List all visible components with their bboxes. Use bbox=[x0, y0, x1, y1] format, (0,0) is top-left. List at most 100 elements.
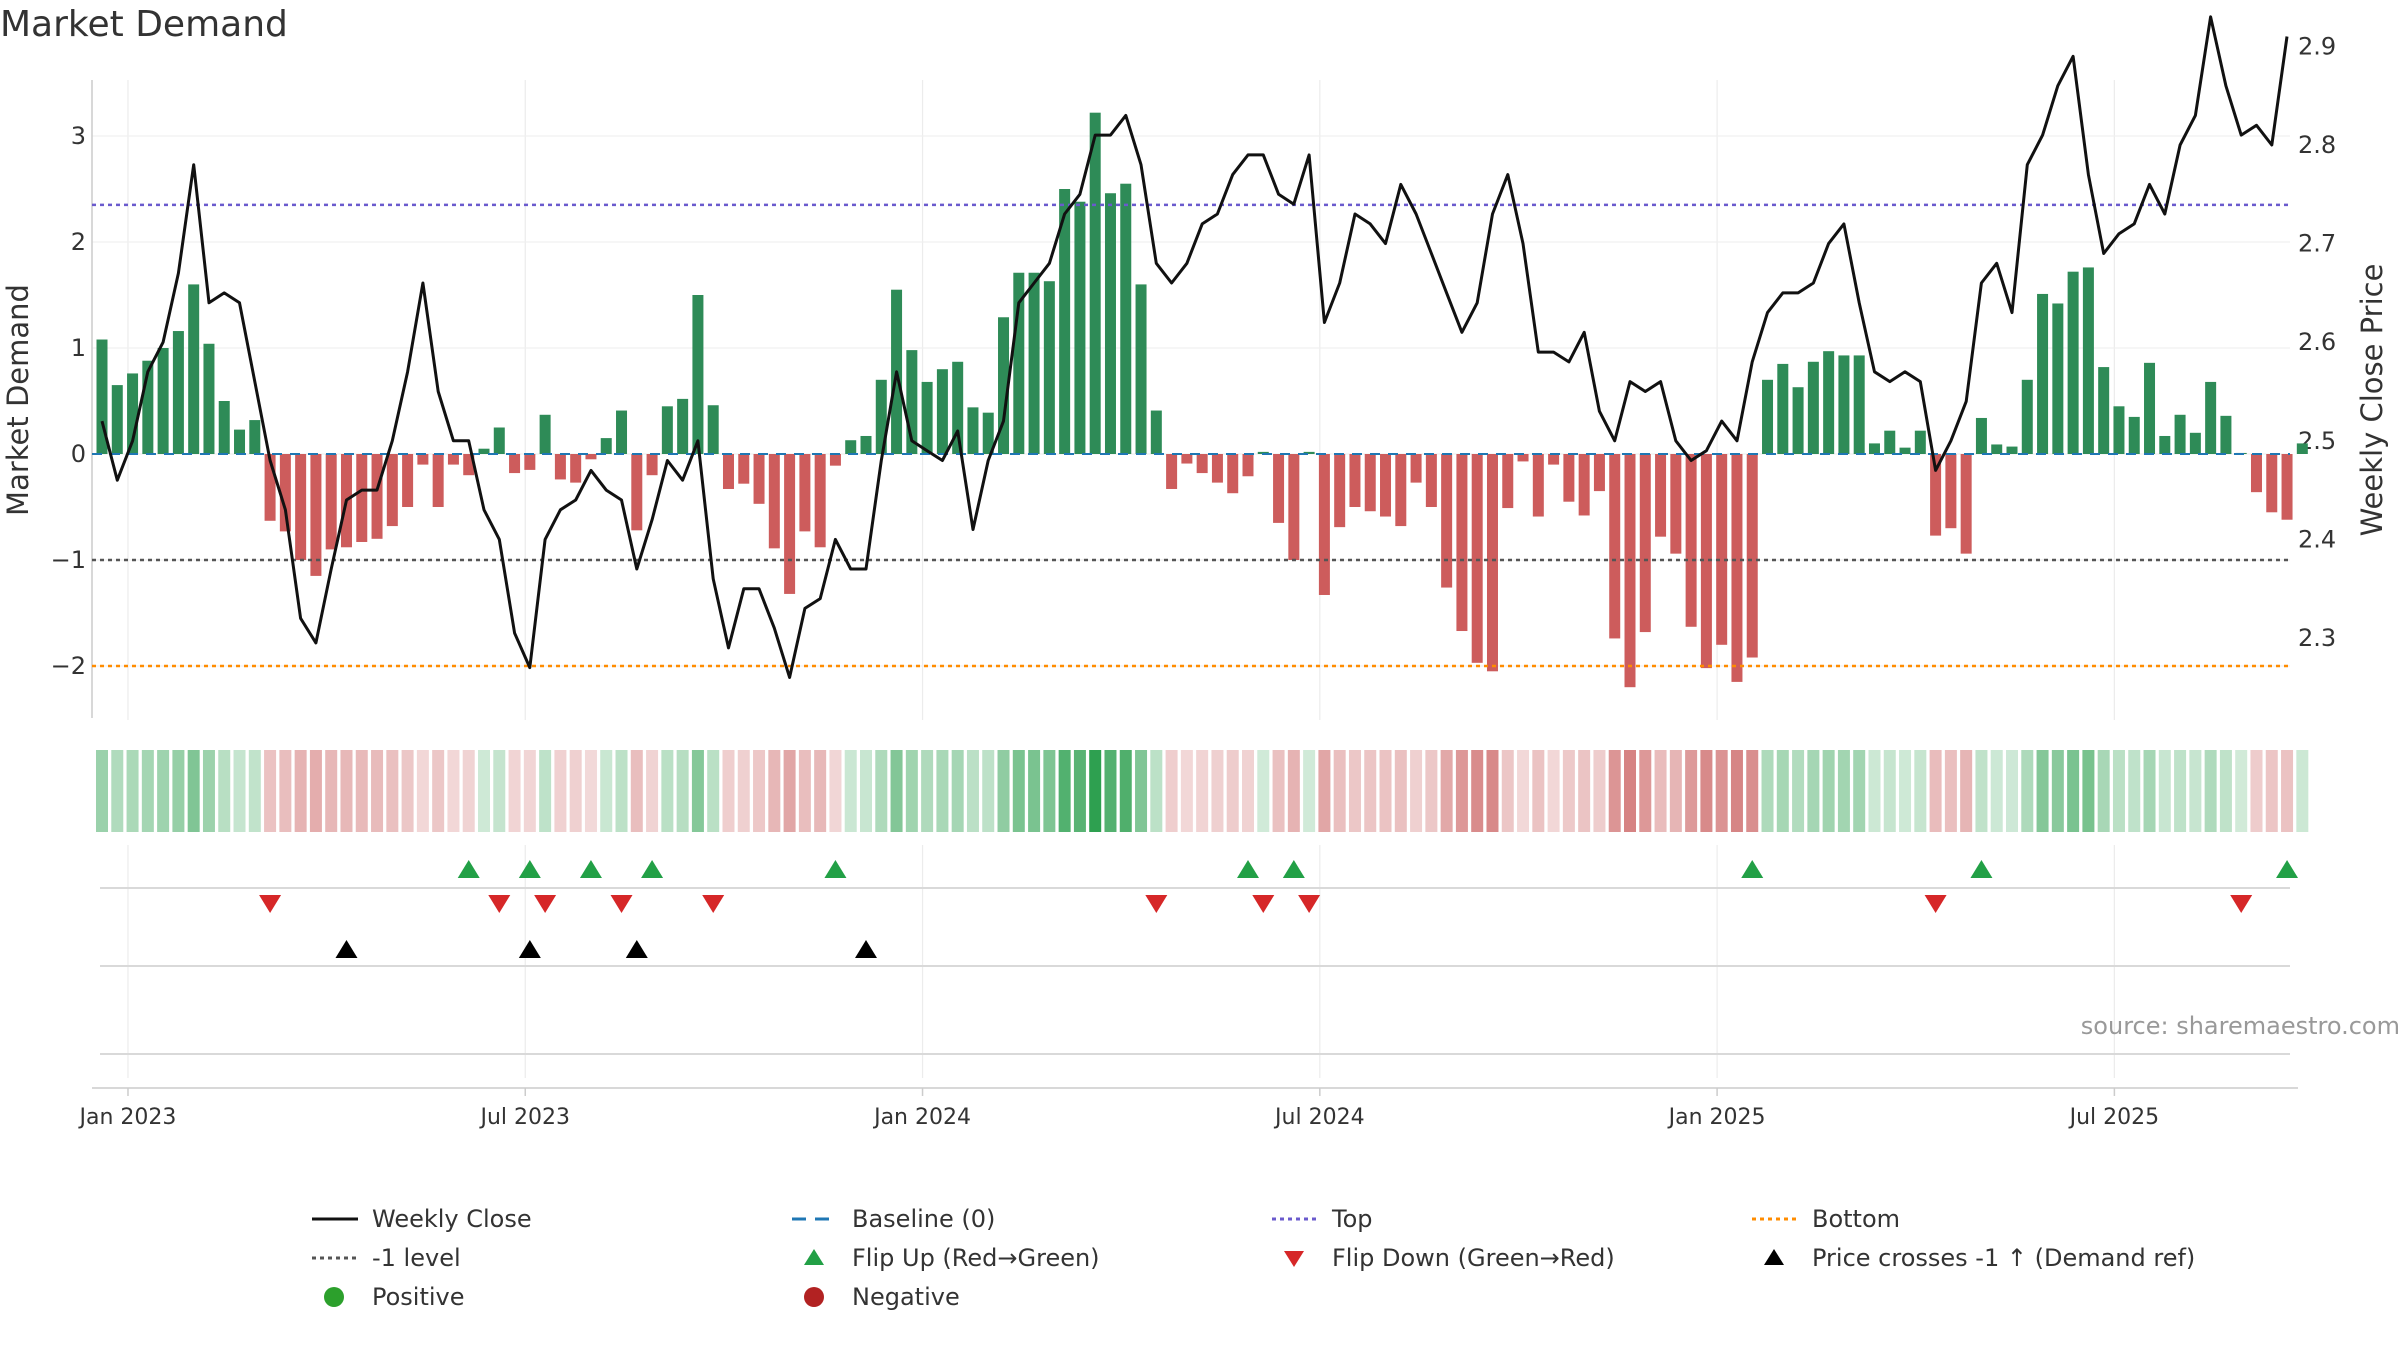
heat-strip-cell bbox=[447, 750, 460, 832]
demand-bar-negative bbox=[1410, 454, 1422, 483]
heat-strip-cell bbox=[2036, 750, 2049, 832]
demand-bar-positive bbox=[1792, 387, 1804, 454]
heat-strip-cell bbox=[141, 750, 154, 832]
demand-bar-positive bbox=[172, 331, 184, 454]
heat-strip-cell bbox=[1150, 750, 1163, 832]
source-credit: source: sharemaestro.com bbox=[2080, 1012, 2400, 1040]
demand-bar-negative bbox=[1624, 454, 1636, 688]
heat-strip-cell bbox=[2067, 750, 2080, 832]
demand-bar-positive bbox=[493, 427, 505, 454]
heat-strip-cell bbox=[630, 750, 643, 832]
legend-symbol bbox=[804, 1249, 824, 1265]
demand-bar-negative bbox=[1639, 454, 1651, 633]
legend-label: Bottom bbox=[1812, 1205, 1901, 1233]
legend-swatch-weekly_close bbox=[312, 1217, 358, 1221]
demand-bar-positive bbox=[860, 435, 872, 454]
demand-bar-negative bbox=[2250, 454, 2262, 493]
demand-bar-positive bbox=[2052, 303, 2064, 454]
demand-bar-positive bbox=[478, 448, 490, 454]
demand-bar-positive bbox=[1853, 355, 1865, 454]
legend-item-negative: Negative bbox=[780, 1282, 960, 1312]
demand-bar-positive bbox=[982, 412, 994, 454]
demand-bar-positive bbox=[1914, 430, 1926, 454]
y2-tick-label: 2.7 bbox=[2298, 230, 2336, 258]
demand-bar-positive bbox=[1089, 112, 1101, 455]
heat-strip-cell bbox=[371, 750, 384, 832]
legend-label: Flip Up (Red→Green) bbox=[852, 1244, 1100, 1272]
heat-strip-cell bbox=[676, 750, 689, 832]
heat-strip-cell bbox=[1746, 750, 1759, 832]
demand-bar-positive bbox=[707, 405, 719, 454]
heat-strip-cell bbox=[2006, 750, 2018, 832]
heat-strip-cell bbox=[1578, 750, 1591, 832]
heat-strip-cell bbox=[1715, 750, 1728, 832]
heat-strip-cell bbox=[2112, 750, 2125, 832]
y-tick-label: 3 bbox=[71, 122, 86, 150]
legend-item-flip_down: Flip Down (Green→Red) bbox=[1260, 1243, 1615, 1273]
heat-strip-cell bbox=[1394, 750, 1407, 832]
y-tick-label: 2 bbox=[71, 228, 86, 256]
demand-bar-positive bbox=[2082, 267, 2094, 454]
legend-label: -1 level bbox=[372, 1244, 461, 1272]
heat-strip-cell bbox=[1012, 750, 1025, 832]
demand-bar-negative bbox=[264, 454, 276, 521]
demand-bar-positive bbox=[1777, 363, 1789, 454]
demand-bar-positive bbox=[2067, 271, 2079, 454]
demand-bar-negative bbox=[1960, 454, 1972, 554]
heat-strip-cell bbox=[2143, 750, 2156, 832]
x-tick-label: Jan 2023 bbox=[78, 1105, 177, 1130]
heat-strip-cell bbox=[2204, 750, 2217, 832]
demand-bar-negative bbox=[1471, 454, 1483, 663]
demand-bar-negative bbox=[1517, 454, 1529, 462]
demand-bar-positive bbox=[1013, 272, 1025, 454]
demand-bar-negative bbox=[1242, 454, 1254, 477]
demand-bar-positive bbox=[1838, 355, 1850, 454]
heat-strip-cell bbox=[1593, 750, 1606, 832]
demand-bar-negative bbox=[1563, 454, 1575, 502]
y2-tick-label: 2.4 bbox=[2298, 525, 2336, 553]
demand-bar-negative bbox=[2281, 454, 2293, 520]
heat-strip-cell bbox=[432, 750, 445, 832]
heat-strip-cell bbox=[1730, 750, 1743, 832]
heat-strip-cell bbox=[233, 750, 246, 832]
demand-bar-negative bbox=[1655, 454, 1667, 537]
demand-bar-positive bbox=[1884, 430, 1896, 454]
heat-strip-cell bbox=[2174, 750, 2187, 832]
demand-bar-negative bbox=[722, 454, 734, 489]
demand-bar-negative bbox=[1181, 454, 1193, 464]
legend-swatch-flip_up bbox=[804, 1249, 824, 1265]
demand-bar-positive bbox=[2220, 415, 2232, 454]
heat-strip-cell bbox=[1761, 750, 1774, 832]
demand-bar-positive bbox=[1868, 443, 1880, 454]
y-tick-label: −1 bbox=[51, 546, 86, 574]
heat-strip-cell bbox=[1379, 750, 1392, 832]
heat-strip-cell bbox=[1089, 750, 1102, 832]
y2-tick-label: 2.9 bbox=[2298, 32, 2336, 60]
demand-bar-positive bbox=[661, 406, 673, 454]
heat-strip-cell bbox=[523, 750, 536, 832]
y-tick-label: 1 bbox=[71, 334, 86, 362]
y-tick-label: 0 bbox=[71, 440, 86, 468]
demand-bar-positive bbox=[111, 385, 123, 454]
flip-down-marker bbox=[1145, 895, 1168, 913]
y-tick-label: −2 bbox=[51, 652, 86, 680]
heat-strip-cell bbox=[1624, 750, 1636, 832]
flip-down-marker bbox=[534, 895, 557, 913]
demand-bar-negative bbox=[1609, 454, 1621, 639]
demand-bar-negative bbox=[386, 454, 398, 527]
heat-strip-cell bbox=[1455, 750, 1468, 832]
heat-strip-cell bbox=[554, 750, 567, 832]
chart-title: Market Demand bbox=[0, 4, 288, 45]
heat-strip-cell bbox=[860, 750, 872, 832]
x-tick-label: Jul 2024 bbox=[1273, 1105, 1365, 1130]
heat-strip-cell bbox=[1654, 750, 1667, 832]
heat-strip-cell bbox=[1028, 750, 1041, 832]
heat-strip-cell bbox=[1837, 750, 1850, 832]
heat-strip-cell bbox=[966, 750, 979, 832]
legend-swatch-negative bbox=[804, 1287, 824, 1307]
heat-strip-cell bbox=[1501, 750, 1514, 832]
demand-bar-positive bbox=[1807, 361, 1819, 454]
demand-bar-negative bbox=[1578, 454, 1590, 516]
demand-bar-negative bbox=[1441, 454, 1453, 588]
demand-bar-positive bbox=[157, 348, 169, 454]
